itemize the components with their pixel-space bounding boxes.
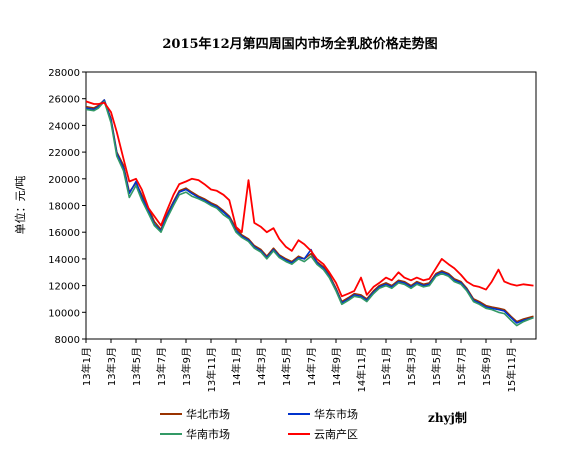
x-tick-label: 14年5月 bbox=[280, 347, 293, 386]
y-tick-label: 26000 bbox=[48, 95, 80, 106]
x-tick-label: 13年5月 bbox=[130, 347, 143, 386]
series-line-1 bbox=[85, 99, 534, 323]
x-tick-label: 13年9月 bbox=[180, 347, 193, 386]
y-tick-label: 24000 bbox=[48, 121, 80, 132]
x-tick-label: 14年1月 bbox=[230, 347, 243, 386]
legend-label: 华北市场 bbox=[186, 407, 230, 421]
legend-item-4: 云南产区 bbox=[288, 427, 358, 441]
y-tick-label: 10000 bbox=[48, 308, 80, 319]
legend-label: 华东市场 bbox=[314, 407, 358, 421]
series-lines bbox=[85, 99, 534, 327]
x-tick-label: 15年7月 bbox=[455, 347, 468, 386]
x-tick-label: 14年11月 bbox=[355, 347, 368, 392]
x-tick-label: 13年3月 bbox=[105, 347, 118, 386]
y-tick-label: 28000 bbox=[48, 68, 80, 79]
y-axis-label: 单位：元/吨 bbox=[13, 176, 27, 235]
y-tick-label: 16000 bbox=[48, 228, 80, 239]
legend-item-2: 华东市场 bbox=[288, 407, 358, 421]
x-tick-label: 15年11月 bbox=[505, 347, 518, 392]
legend-item-1: 华北市场 bbox=[160, 407, 230, 421]
y-tick-label: 18000 bbox=[48, 202, 80, 213]
x-tick-label: 14年7月 bbox=[305, 347, 318, 386]
x-tick-label: 15年1月 bbox=[380, 347, 393, 386]
series-line-2 bbox=[85, 99, 534, 324]
series-line-3 bbox=[85, 100, 534, 327]
x-tick-label: 14年9月 bbox=[330, 347, 343, 386]
plot-area bbox=[85, 71, 537, 340]
x-tick-label: 13年7月 bbox=[155, 347, 168, 386]
y-tick-label: 20000 bbox=[48, 175, 80, 186]
y-tick-label: 12000 bbox=[48, 282, 80, 293]
x-tick-label: 13年1月 bbox=[80, 347, 93, 386]
x-tick-label: 15年5月 bbox=[430, 347, 443, 386]
x-axis-ticks: 13年1月 13年3月 13年5月 13年7月 13年9月 13年11月 14年1月 14年3… bbox=[80, 339, 518, 392]
legend-label: 云南产区 bbox=[314, 427, 358, 441]
x-tick-label: 13年11月 bbox=[205, 347, 218, 392]
legend-label: 华南市场 bbox=[186, 427, 230, 441]
x-tick-label: 14年3月 bbox=[255, 347, 268, 386]
y-tick-label: 22000 bbox=[48, 148, 80, 159]
y-tick-label: 8000 bbox=[55, 335, 80, 346]
chart-title: 2015年12月第四周国内市场全乳胶价格走势图 bbox=[162, 36, 437, 52]
legend-item-3: 华南市场 bbox=[160, 427, 230, 441]
x-tick-label: 15年3月 bbox=[405, 347, 418, 386]
watermark: zhyj制 bbox=[428, 410, 467, 425]
series-line-4 bbox=[85, 100, 534, 298]
y-tick-label: 14000 bbox=[48, 255, 80, 266]
y-axis-ticks: 8000 10000 12000 14000 16000 18000 20000 22000 2… bbox=[48, 68, 86, 346]
x-tick-label: 15年9月 bbox=[480, 347, 493, 386]
